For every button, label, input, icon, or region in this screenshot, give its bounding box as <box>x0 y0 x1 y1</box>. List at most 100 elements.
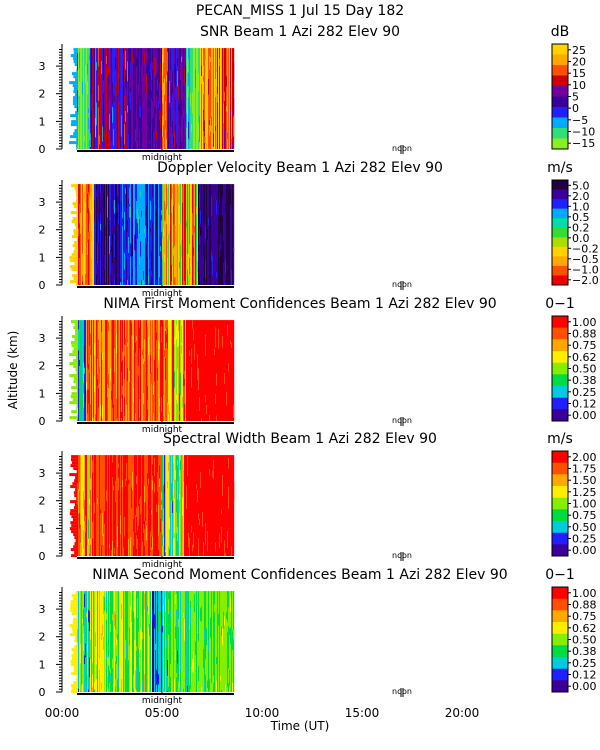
heatmap-stripe <box>209 184 211 285</box>
heatmap-stripe <box>135 320 137 421</box>
heatmap-2 <box>69 184 235 287</box>
heatmap-patch <box>90 197 92 215</box>
heatmap-patch <box>139 90 141 99</box>
heatmap-stripe <box>142 48 144 149</box>
heatmap-patch <box>79 512 81 529</box>
heatmap-patch <box>162 625 164 633</box>
heatmap-patch <box>185 253 187 275</box>
heatmap-edge <box>75 329 77 333</box>
heatmap-stripe <box>139 184 141 285</box>
heatmap-stripe <box>140 320 142 421</box>
heatmap-patch <box>126 551 128 556</box>
heatmap-patch <box>88 212 90 233</box>
heatmap-patch <box>169 677 171 683</box>
heatmap-patch <box>88 364 90 370</box>
colorbar-label: 0.25 <box>572 533 597 546</box>
heatmap-edge <box>69 633 77 637</box>
heatmap-patch <box>87 367 89 390</box>
heatmap-stripe <box>110 184 112 285</box>
heatmap-patch <box>209 125 211 137</box>
heatmap-patch <box>113 485 115 491</box>
heatmap-patch <box>82 379 84 384</box>
x-tick-label: 20:00 <box>445 706 480 720</box>
heatmap-edge <box>75 111 77 115</box>
heatmap-stripe <box>113 184 115 285</box>
heatmap-stripe <box>148 320 150 421</box>
heatmap-stripe <box>201 48 203 149</box>
heatmap-patch <box>140 106 142 118</box>
heatmap-edge <box>74 551 77 555</box>
heatmap-stripe <box>111 184 113 285</box>
heatmap-patch <box>125 479 127 487</box>
heatmap-edge <box>74 223 77 227</box>
heatmap-patch <box>149 272 151 285</box>
heatmap-patch <box>89 657 91 678</box>
heatmap-stripe <box>115 48 117 149</box>
heatmap-stripe <box>111 320 113 421</box>
heatmap-stripe <box>222 320 224 421</box>
heatmap-edge <box>71 515 77 519</box>
heatmap-stripe <box>145 320 147 421</box>
heatmap-patch <box>196 206 198 215</box>
heatmap-stripe <box>191 455 193 556</box>
heatmap-patch <box>181 463 183 481</box>
heatmap-stripe <box>167 48 169 149</box>
heatmap-stripe <box>95 48 97 149</box>
heatmap-edge <box>72 630 77 634</box>
heatmap-stripe <box>94 48 96 149</box>
heatmap-patch <box>108 74 110 87</box>
heatmap-stripe <box>98 320 100 421</box>
heatmap-patch <box>215 327 217 348</box>
heatmap-edge <box>70 265 77 269</box>
heatmap-patch <box>222 630 224 646</box>
heatmap-edge <box>69 416 77 420</box>
heatmap-patch <box>154 614 156 629</box>
heatmap-stripe <box>185 184 187 285</box>
heatmap-edge <box>72 597 77 601</box>
heatmap-patch <box>229 688 231 692</box>
heatmap-stripe <box>160 455 162 556</box>
heatmap-patch <box>227 324 229 336</box>
heatmap-patch <box>117 679 119 692</box>
heatmap-patch <box>174 246 176 266</box>
heatmap-patch <box>136 690 138 692</box>
heatmap-patch <box>137 530 139 539</box>
heatmap-patch <box>172 120 174 134</box>
heatmap-stripe <box>179 591 181 692</box>
heatmap-patch <box>175 88 177 100</box>
heatmap-stripe <box>96 455 98 556</box>
heatmap-stripe <box>214 320 216 421</box>
heatmap-stripe <box>137 320 139 421</box>
heatmap-stripe <box>193 184 195 285</box>
heatmap-stripe <box>164 455 166 556</box>
heatmap-patch <box>131 279 133 285</box>
data-coverage-bar <box>77 150 234 152</box>
heatmap-edge <box>69 473 77 477</box>
heatmap-stripe <box>170 320 172 421</box>
heatmap-patch <box>87 413 89 421</box>
heatmap-edge <box>73 669 77 673</box>
heatmap-patch <box>87 545 89 556</box>
heatmap-stripe <box>104 455 106 556</box>
heatmap-edge <box>71 320 77 324</box>
heatmap-patch <box>112 541 114 556</box>
heatmap-patch <box>149 284 151 285</box>
heatmap-edge <box>70 54 77 58</box>
heatmap-patch <box>199 276 201 285</box>
heatmap-patch <box>163 537 165 546</box>
heatmap-stripe <box>212 320 214 421</box>
heatmap-edge <box>75 383 77 387</box>
heatmap-stripe <box>148 591 150 692</box>
heatmap-patch <box>206 628 208 646</box>
heatmap-patch <box>219 533 221 549</box>
heatmap-patch <box>84 367 86 374</box>
heatmap-stripe <box>149 591 151 692</box>
y-tick-label: 2 <box>39 495 46 508</box>
heatmap-patch <box>103 139 105 149</box>
heatmap-patch <box>79 266 81 285</box>
heatmap-patch <box>94 200 96 221</box>
heatmap-stripe <box>144 48 146 149</box>
heatmap-stripe <box>107 320 109 421</box>
heatmap-patch <box>127 481 129 495</box>
heatmap-patch <box>135 413 137 420</box>
